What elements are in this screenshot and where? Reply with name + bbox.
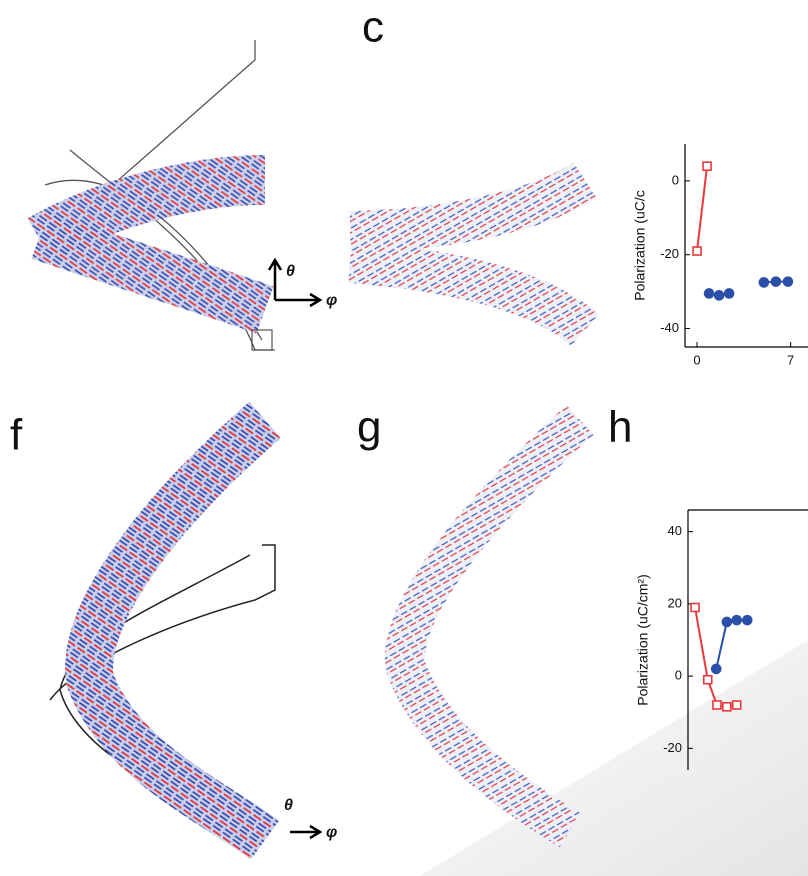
spin-texture: [350, 180, 585, 330]
marker: [693, 247, 701, 255]
axis-glyph: θ: [284, 797, 293, 814]
axis-glyph: φ: [326, 292, 337, 309]
y-tick-label: 0: [675, 668, 682, 683]
marker: [759, 278, 768, 287]
series-line: [697, 166, 707, 251]
y-tick-label: 20: [668, 595, 682, 610]
y-axis-label: Polarization (uC/c: [632, 190, 648, 301]
y-tick-label: 40: [668, 523, 682, 538]
marker: [704, 676, 712, 684]
marker: [771, 277, 780, 286]
y-tick-label: -40: [660, 320, 679, 335]
axis-glyph: φ: [326, 824, 337, 841]
y-tick-label: -20: [663, 740, 682, 755]
panel-label: f: [10, 411, 23, 460]
marker: [691, 604, 699, 612]
marker: [783, 277, 792, 286]
marker: [712, 664, 721, 673]
plot-area: [693, 162, 792, 300]
figure: θ φ θ φ c f g h 0 -20 -40 0 7 Polarization (u…: [0, 0, 808, 876]
series-line: [716, 620, 747, 669]
marker: [733, 701, 741, 709]
spin-texture: [40, 40, 275, 350]
panel-label: h: [608, 403, 632, 452]
marker: [703, 162, 711, 170]
spin-texture: [405, 420, 580, 830]
marker: [705, 289, 714, 298]
y-tick-label: 0: [672, 172, 679, 187]
panel-label: c: [362, 3, 384, 52]
marker: [725, 289, 734, 298]
marker: [715, 291, 724, 300]
plot: 0 -20 -40 0 7 Polarization (uC/c: [632, 144, 808, 367]
panel-label: g: [357, 403, 381, 452]
marker: [723, 703, 731, 711]
spin-texture: [50, 420, 275, 840]
x-tick-label: 7: [787, 352, 794, 367]
marker: [743, 616, 752, 625]
marker: [732, 616, 741, 625]
axis-glyph: θ: [286, 263, 295, 280]
marker: [713, 701, 721, 709]
coordinate-axes: [269, 260, 320, 838]
y-axis-label: Polarization (uC/cm²): [635, 574, 651, 705]
marker: [722, 617, 731, 626]
y-tick-label: -20: [660, 246, 679, 261]
x-tick-label: 0: [693, 352, 700, 367]
